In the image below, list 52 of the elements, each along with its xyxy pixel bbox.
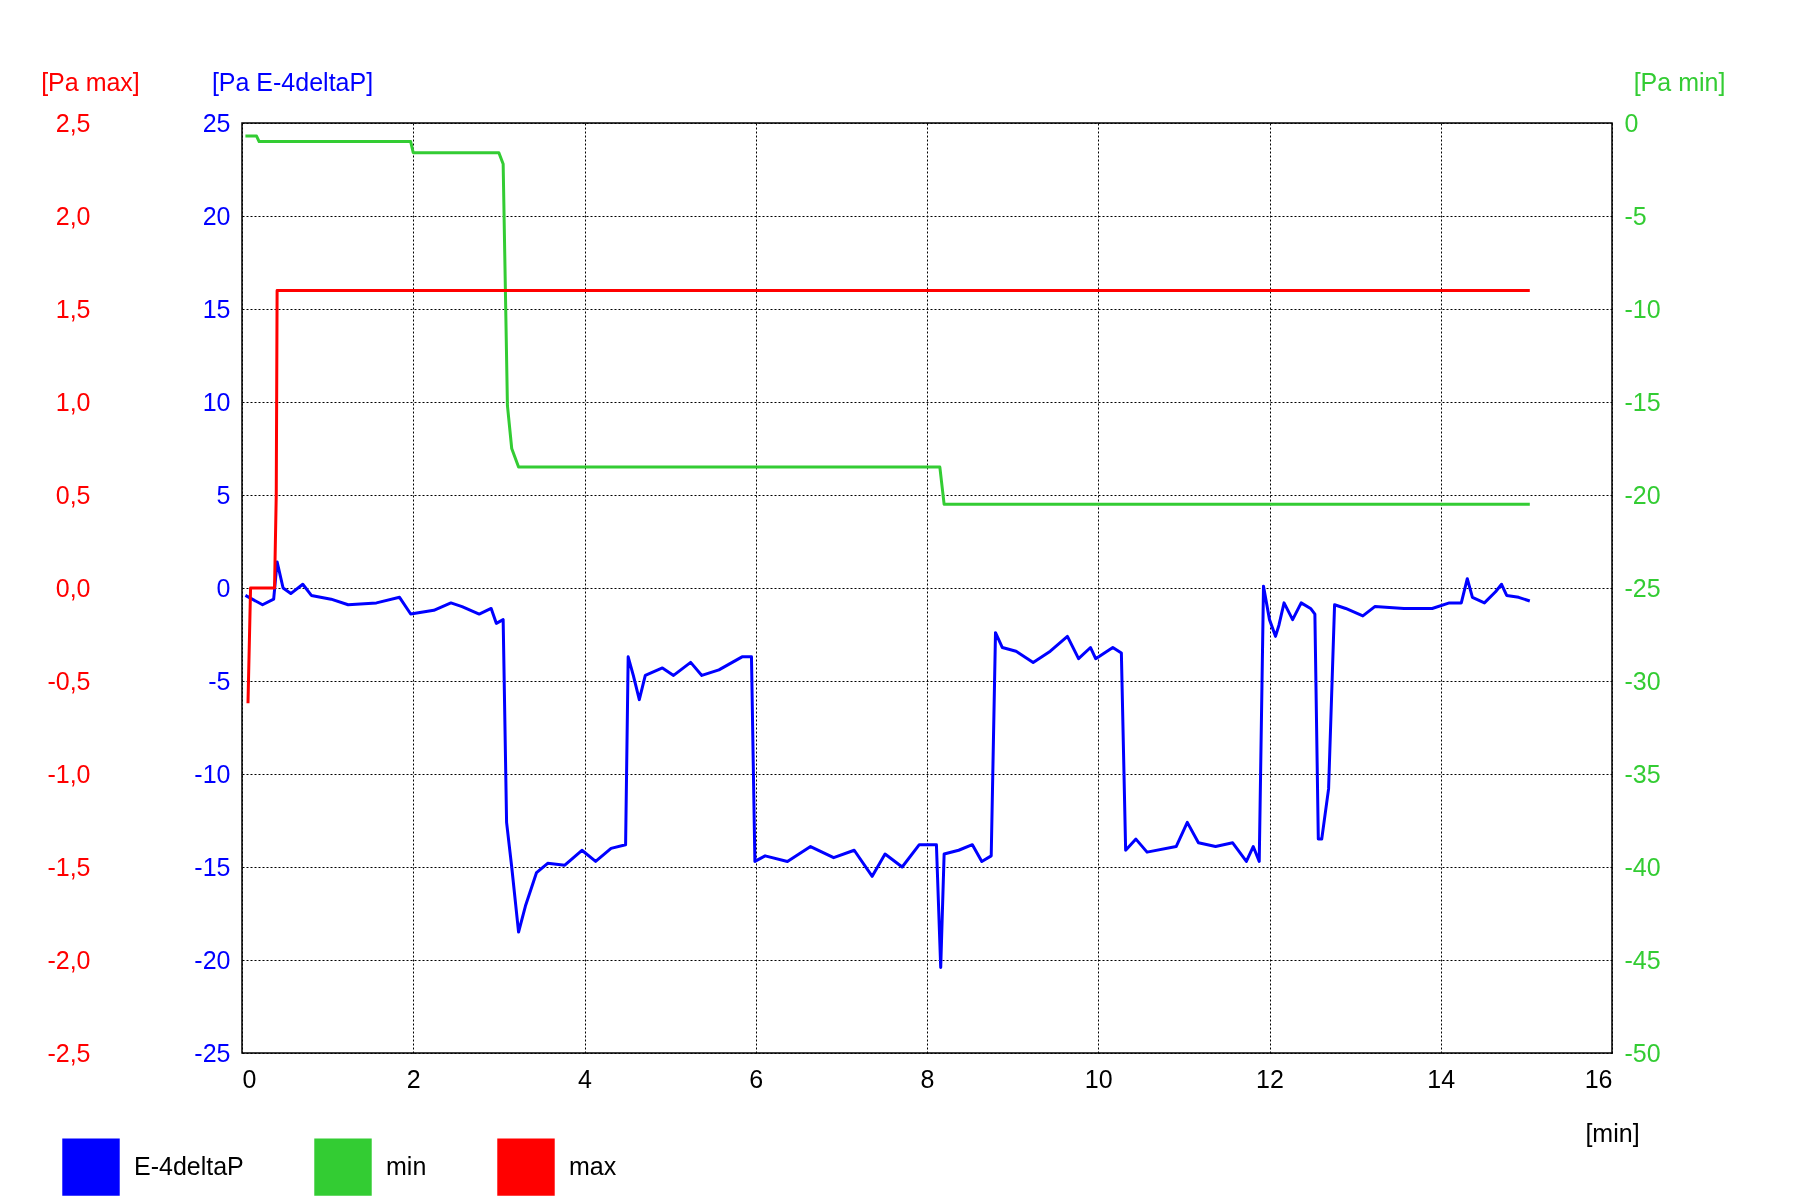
x-tick-label: 10 <box>1084 1064 1113 1093</box>
y2-tick-label: -50 <box>1624 1038 1661 1067</box>
x-tick-label: 0 <box>242 1064 257 1093</box>
y-tick-label: -15 <box>194 852 231 881</box>
y3-tick-label: -1,0 <box>47 759 91 788</box>
x-axis-title: [min] <box>1585 1118 1640 1147</box>
y2-tick-label: 0 <box>1624 108 1639 137</box>
y3-tick-label: 1,5 <box>55 294 91 323</box>
y-axis-title: [Pa E-4deltaP] <box>211 67 374 96</box>
y-tick-label: -25 <box>194 1038 231 1067</box>
y2-tick-label: -40 <box>1624 852 1661 881</box>
x-tick-label: 16 <box>1584 1064 1613 1093</box>
y-tick-label: 15 <box>202 294 231 323</box>
y2-tick-label: -10 <box>1624 294 1661 323</box>
y3-tick-label: -2,5 <box>47 1038 91 1067</box>
y3-tick-label: -2,0 <box>47 945 91 974</box>
x-tick-label: 6 <box>749 1064 764 1093</box>
y-tick-label: -20 <box>194 945 231 974</box>
x-tick-label: 14 <box>1427 1064 1456 1093</box>
y2-tick-label: -5 <box>1624 201 1647 230</box>
legend-label: min <box>386 1152 427 1181</box>
y2-tick-label: -20 <box>1624 480 1661 509</box>
x-tick-label: 12 <box>1256 1064 1284 1093</box>
y-tick-label: 0 <box>216 573 231 602</box>
y3-tick-label: 0,0 <box>55 573 91 602</box>
y-tick-label: -10 <box>194 759 231 788</box>
y2-tick-label: -25 <box>1624 573 1661 602</box>
y3-tick-label: 1,0 <box>55 387 91 416</box>
line-series <box>246 288 1532 705</box>
y3-tick-label: -1,5 <box>47 852 91 881</box>
y-tick-label: 5 <box>216 480 231 509</box>
x-tick-label: 8 <box>920 1064 935 1093</box>
y3-tick-label: 0,5 <box>55 480 91 509</box>
y3-tick-label: 2,0 <box>55 201 91 230</box>
y2-tick-label: -45 <box>1624 945 1661 974</box>
x-tick-label: 4 <box>578 1064 593 1093</box>
y2-tick-label: -35 <box>1624 759 1661 788</box>
legend-label: E-4deltaP <box>134 1152 244 1181</box>
y2-axis-title: [Pa min] <box>1633 67 1726 96</box>
y-tick-label: 20 <box>202 201 231 230</box>
y-tick-label: -5 <box>208 666 231 695</box>
y-tick-label: 10 <box>202 387 231 416</box>
line-series <box>243 560 1532 969</box>
y3-tick-label: 2,5 <box>55 108 91 137</box>
y2-tick-label: -15 <box>1624 387 1661 416</box>
y3-tick-label: -0,5 <box>47 666 91 695</box>
x-tick-label: 2 <box>406 1064 421 1093</box>
y2-tick-label: -30 <box>1624 666 1661 695</box>
line-series <box>243 134 1532 506</box>
y3-axis-title: [Pa max] <box>41 67 140 96</box>
legend-label: max <box>569 1152 617 1181</box>
y-tick-label: 25 <box>202 108 231 137</box>
